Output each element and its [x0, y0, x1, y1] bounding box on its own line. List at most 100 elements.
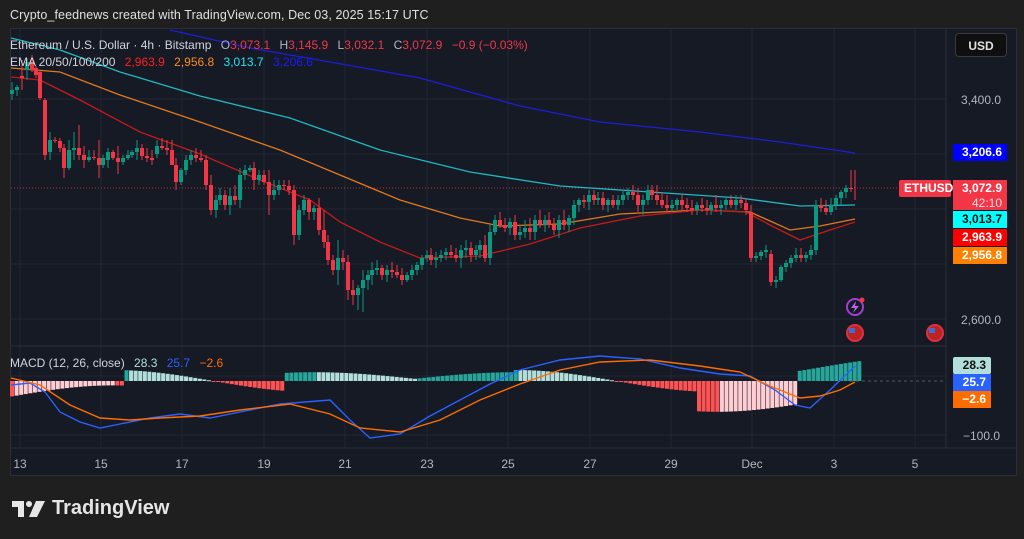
candle-body: [415, 265, 419, 270]
candle-body: [513, 222, 517, 235]
macd-histogram-bar: [239, 381, 243, 386]
macd-histogram-bar: [248, 381, 253, 387]
macd-histogram-bar: [165, 373, 170, 381]
macd-histogram-bar: [472, 373, 477, 381]
macd-histogram-bar: [509, 372, 514, 381]
ema-title[interactable]: EMA 20/50/100/200: [10, 55, 116, 69]
macd-histogram-bar: [55, 381, 60, 390]
macd-histogram-bar: [742, 381, 747, 411]
macd-histogram-bar: [811, 368, 816, 381]
macd-histogram-bar: [408, 378, 413, 381]
macd-histogram-bar: [724, 381, 729, 412]
time-tick: Dec: [741, 457, 763, 471]
candle-body: [370, 270, 374, 275]
candle-body: [346, 262, 350, 290]
candle-body: [390, 270, 394, 272]
symbol-title[interactable]: Ethereum / U.S. Dollar · 4h · Bitstamp: [10, 38, 212, 52]
macd-histogram-bar: [848, 362, 853, 381]
event-notification-dot: [859, 297, 865, 303]
candle-body: [744, 203, 748, 210]
macd-histogram-bar: [252, 381, 257, 388]
candle-body: [199, 158, 203, 160]
macd-histogram-bar: [729, 381, 734, 412]
macd-histogram-bar: [806, 369, 811, 381]
macd-histogram-bar: [64, 381, 69, 389]
macd-histogram-bar: [426, 377, 431, 381]
ema100-price-tag: 3,013.7: [953, 211, 1007, 228]
candle-body: [429, 255, 433, 260]
macd-histogram-bar: [206, 380, 211, 382]
macd-histogram-bar: [403, 377, 408, 381]
ema20-value: 2,963.9: [124, 55, 165, 69]
macd-histogram-bar: [582, 375, 587, 381]
candle-body: [302, 200, 306, 210]
macd-histogram-bar: [106, 381, 111, 386]
macd-histogram-bar: [642, 381, 647, 386]
macd-histogram-bar: [458, 374, 463, 381]
candle-body: [92, 157, 96, 158]
candle-body: [739, 200, 743, 203]
macd-histogram-bar: [142, 371, 147, 381]
price-tick-3400: 3,400.0: [961, 93, 1002, 107]
macd-histogram-bar: [435, 376, 440, 381]
macd-histogram-bar: [719, 381, 724, 412]
macd-histogram-bar: [284, 372, 289, 381]
candle-body: [503, 225, 507, 228]
candle-body: [116, 158, 120, 162]
candle-body: [631, 192, 635, 195]
macd-legend: MACD (12, 26, close) 28.3 25.7 −2.6: [10, 356, 229, 370]
candle-body: [48, 140, 52, 152]
macd-histogram-bar: [390, 376, 395, 381]
time-tick: 13: [13, 457, 27, 471]
macd-histogram-bar: [495, 372, 500, 381]
candle-body: [121, 158, 125, 162]
candle-body: [592, 195, 596, 200]
candle-body: [267, 182, 271, 195]
macd-histogram-bar: [614, 381, 619, 382]
macd-histogram-bar: [179, 375, 184, 381]
candle-body: [297, 210, 301, 235]
macd-histogram-bar: [138, 370, 143, 381]
macd-histogram-bar: [779, 381, 784, 407]
macd-histogram-bar: [481, 372, 486, 381]
lightning-glyph: [851, 301, 859, 313]
macd-histogram-bar: [788, 381, 793, 406]
macd-histogram-bar: [307, 372, 312, 381]
candle-body: [145, 156, 149, 158]
macd-histogram-bar: [706, 381, 711, 412]
macd-histogram-bar: [161, 373, 166, 381]
macd-histogram-bar: [417, 378, 422, 381]
macd-histogram-bar: [293, 372, 298, 381]
price-tick-2600: 2,600.0: [961, 313, 1002, 327]
macd-histogram-bar: [628, 381, 633, 384]
candle-body: [395, 272, 399, 275]
macd-title[interactable]: MACD (12, 26, close): [10, 356, 125, 370]
time-tick: 5: [911, 457, 919, 471]
candle-body: [165, 148, 169, 150]
macd-histogram-bar: [330, 372, 335, 381]
candle-body: [106, 152, 110, 160]
candle-body: [478, 245, 482, 250]
candle-body: [58, 141, 62, 148]
candle-body: [214, 200, 218, 210]
ema50-line: [10, 67, 856, 231]
candle-body: [794, 255, 798, 258]
macd-histogram-bar: [316, 372, 321, 381]
candle-body: [30, 62, 34, 70]
candle-body: [538, 220, 542, 225]
macd-histogram-bar: [559, 372, 564, 381]
macd-histogram-bar: [197, 378, 202, 381]
currency-button[interactable]: USD: [955, 33, 1007, 57]
chart-area[interactable]: [10, 28, 1017, 476]
candle-body: [616, 200, 620, 205]
candle-body: [709, 205, 713, 210]
candle-body: [385, 270, 389, 275]
candle-body: [209, 185, 213, 210]
macd-histogram-bar: [774, 381, 779, 408]
macd-histogram-bar: [380, 375, 385, 381]
candle-body: [508, 222, 512, 228]
candle-body: [582, 200, 586, 202]
candle-body: [680, 200, 684, 205]
candle-body: [238, 175, 242, 200]
